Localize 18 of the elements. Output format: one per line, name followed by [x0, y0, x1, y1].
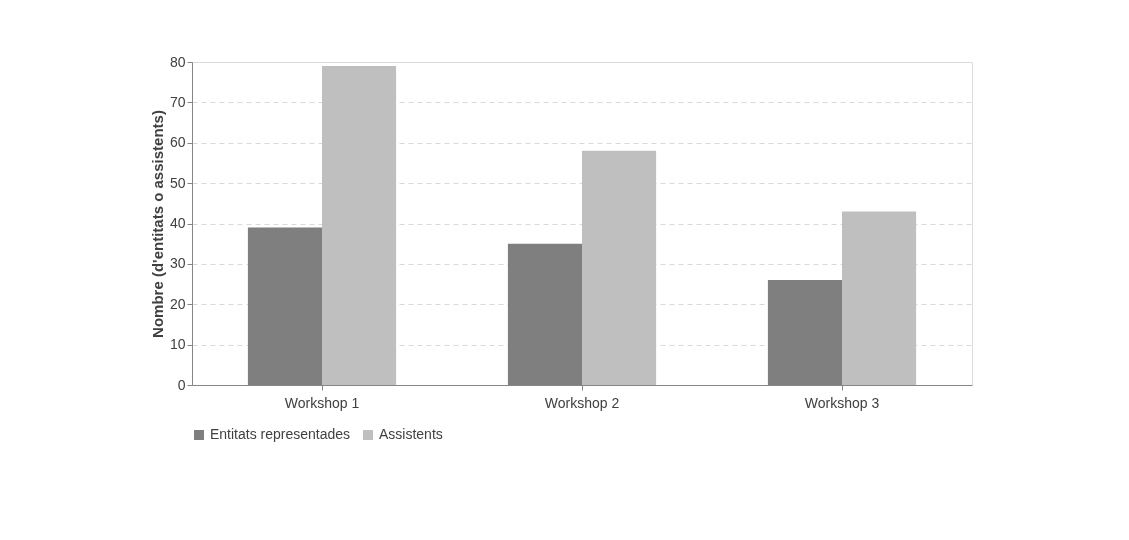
- legend-label: Assistents: [379, 426, 443, 442]
- y-tick-label: 50: [169, 174, 186, 191]
- bar: [322, 66, 397, 385]
- legend-label: Entitats representades: [210, 426, 351, 442]
- x-tick-label: Workshop 1: [284, 394, 360, 411]
- y-tick-label: 40: [169, 215, 186, 231]
- y-tick-label: 60: [169, 134, 186, 151]
- y-tick-label: 10: [169, 336, 186, 353]
- bar: [582, 150, 657, 385]
- y-tick-label: 80: [169, 53, 186, 70]
- x-tick-label: Workshop 2: [544, 394, 620, 411]
- y-tick-label: 20: [169, 295, 186, 312]
- y-tick-label: 30: [169, 255, 186, 272]
- bar: [842, 211, 917, 385]
- x-tick-label: Workshop 3: [804, 394, 880, 411]
- y-tick-label: 0: [177, 376, 186, 393]
- y-axis-title: Nombre (d'entitats o assistents): [148, 110, 166, 338]
- y-tick-label: 70: [169, 93, 186, 110]
